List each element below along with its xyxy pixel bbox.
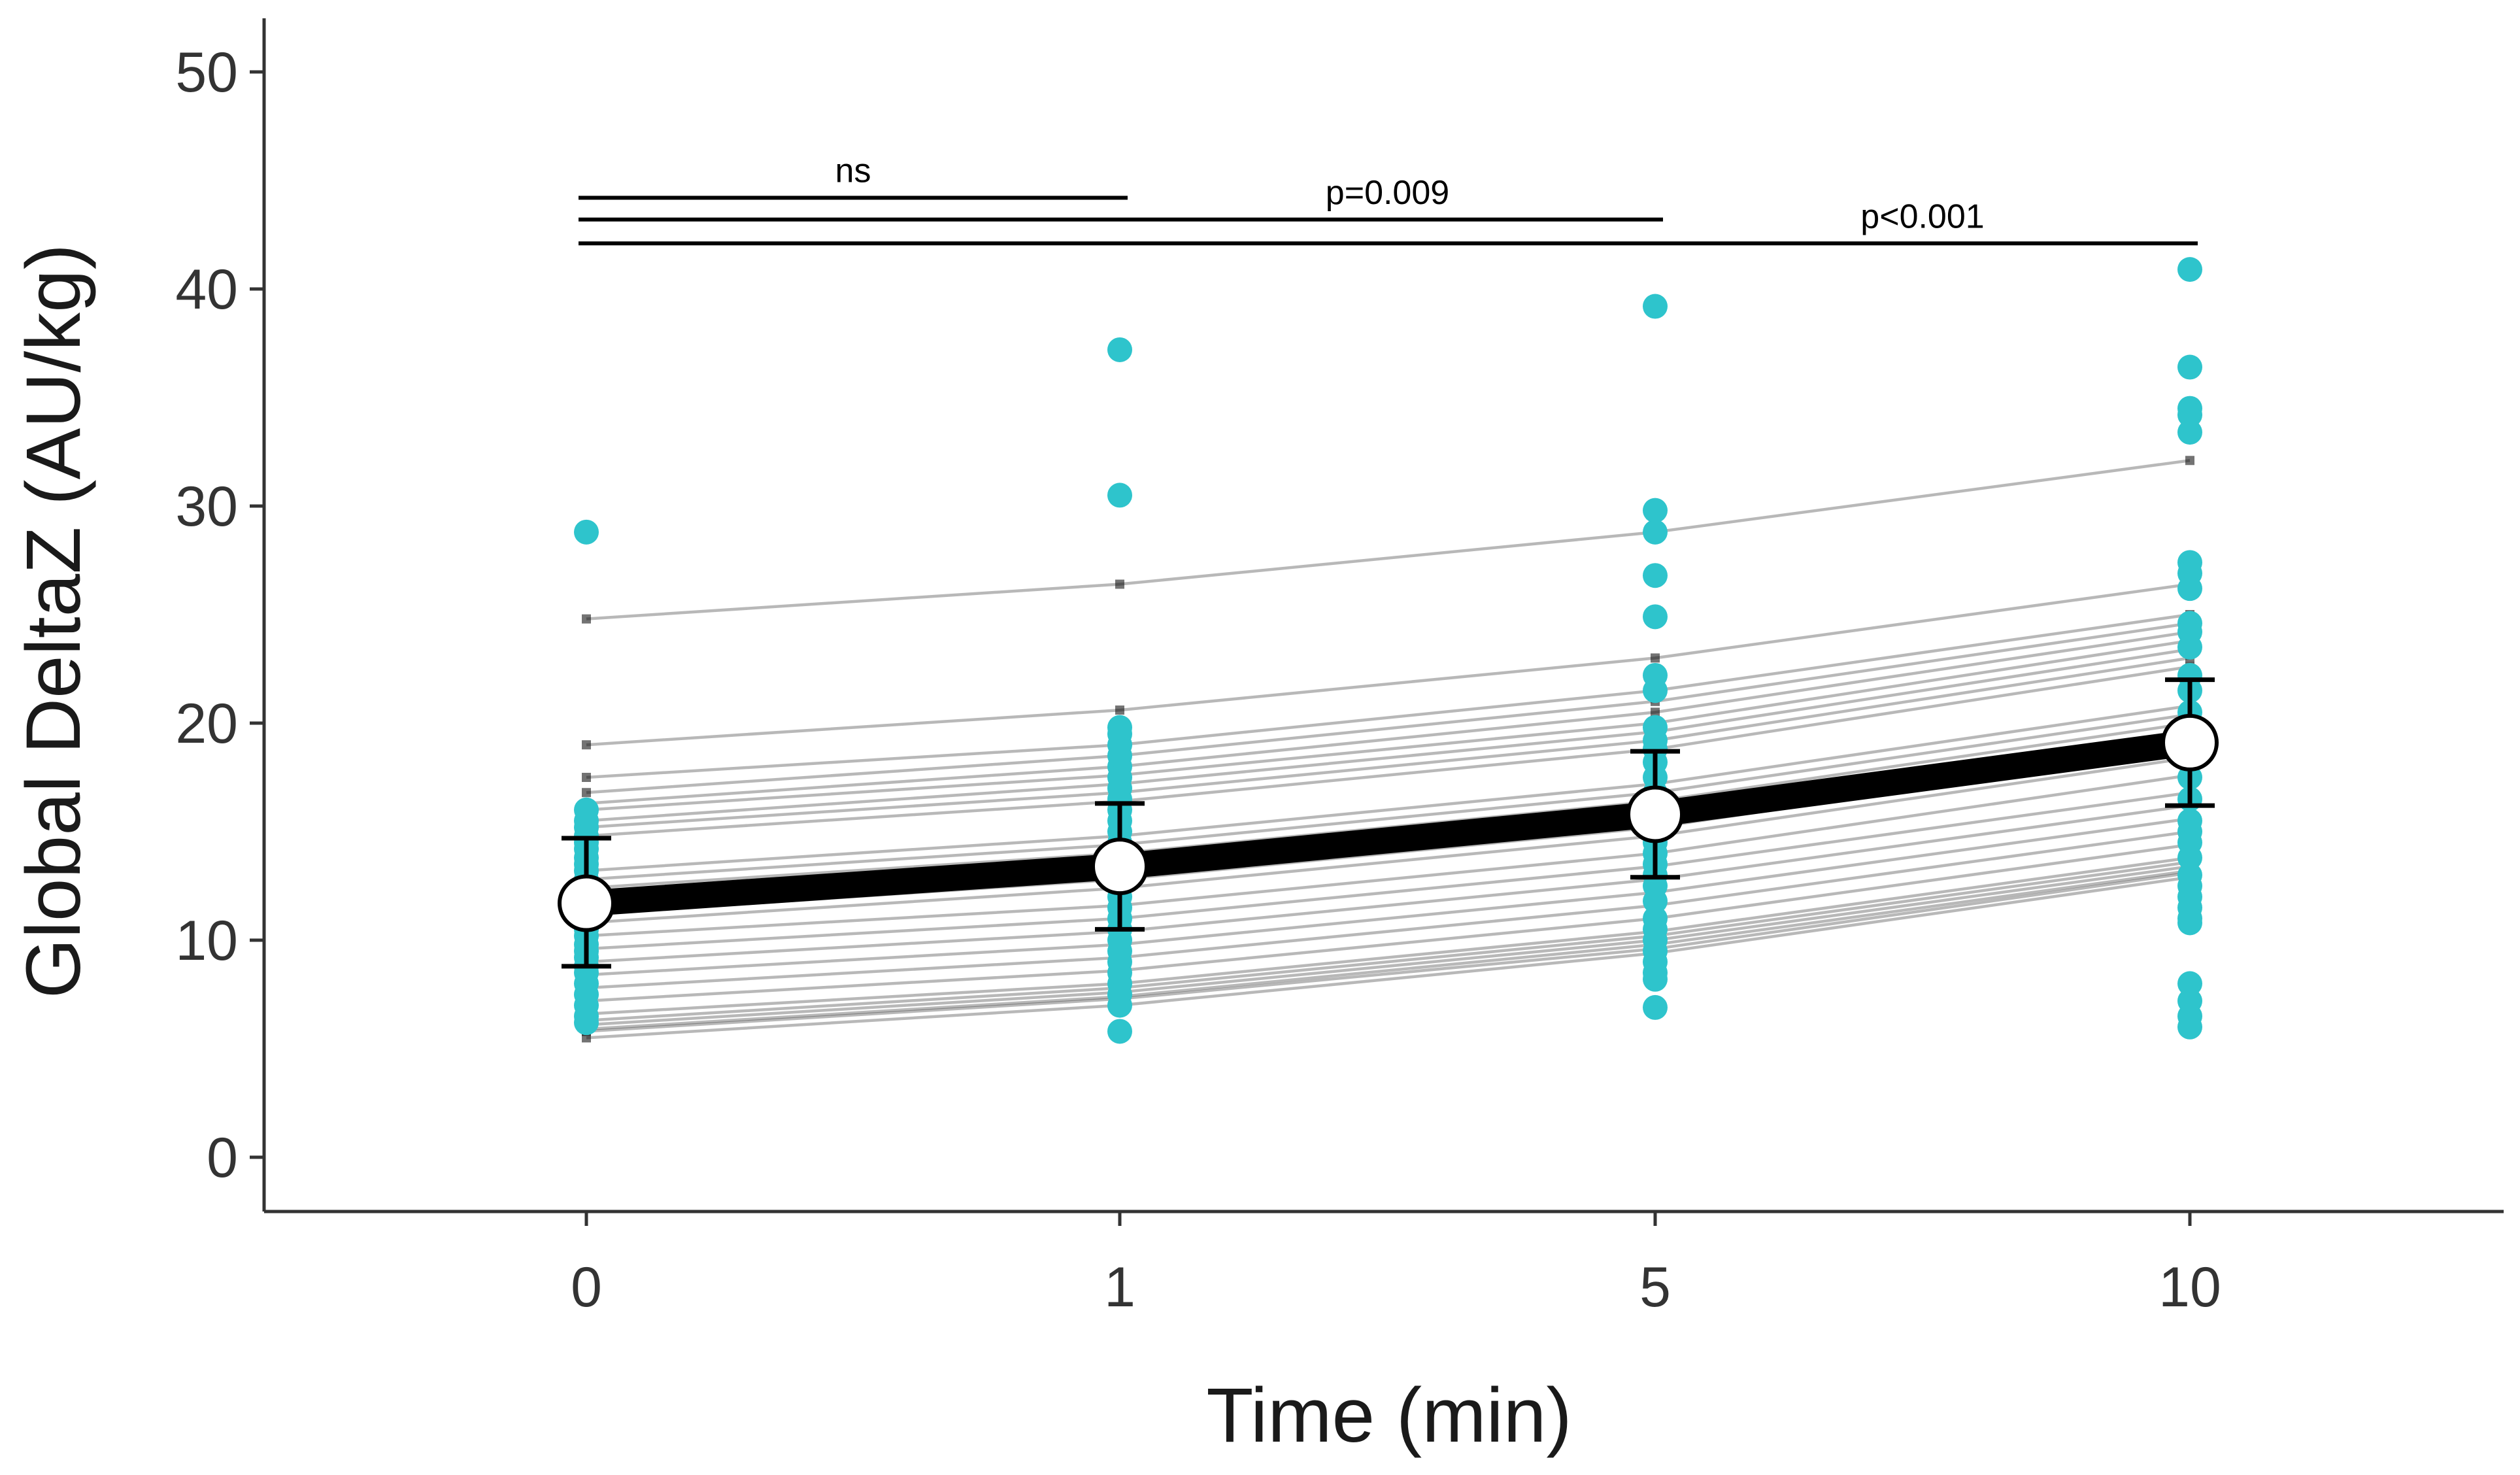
subject-line: [586, 647, 2191, 822]
raw-point: [2177, 1014, 2202, 1040]
raw-point: [1643, 966, 1668, 992]
subject-line: [586, 864, 2191, 1026]
x-tick-label: 10: [2159, 1256, 2221, 1319]
subject-line: [586, 860, 2191, 1023]
subject-line: [586, 843, 2191, 1003]
y-ticks: 0 10 20 30 40 50: [175, 41, 264, 1189]
significance-label: ns: [835, 152, 871, 190]
raw-point: [574, 519, 599, 545]
raw-point: [2177, 576, 2202, 602]
mean-point: [558, 874, 615, 932]
subject-point: [582, 614, 591, 624]
y-tick-label: 20: [175, 692, 238, 755]
significance-label: p=0.009: [1326, 174, 1449, 212]
subject-line: [586, 773, 2191, 938]
subject-line: [586, 869, 2191, 1031]
subject-line: [586, 639, 2191, 812]
y-tick-label: 10: [175, 909, 238, 972]
mean-point: [2161, 713, 2219, 771]
subject-line: [586, 817, 2191, 977]
raw-point: [2177, 910, 2202, 936]
subject-line: [586, 459, 2191, 620]
x-tick-label: 5: [1639, 1256, 1671, 1319]
subject-line: [586, 791, 2191, 951]
y-tick-label: 30: [175, 475, 238, 538]
mean-point: [1091, 838, 1149, 896]
subject-point: [582, 1033, 591, 1043]
raw-point: [2177, 845, 2202, 870]
subject-line: [586, 613, 2191, 779]
subject-line: [586, 875, 2191, 1040]
raw-point: [1643, 994, 1668, 1020]
raw-point: [1643, 294, 1668, 319]
raw-point: [1643, 498, 1668, 523]
raw-points: [574, 257, 2202, 1044]
subject-line: [586, 871, 2191, 1033]
significance-annotations: ns p=0.009 p<0.001: [579, 152, 2198, 246]
subject-point: [582, 773, 591, 782]
subject-line: [586, 622, 2191, 794]
y-tick-label: 50: [175, 41, 238, 104]
mean-point: [1626, 785, 1684, 843]
axes: [262, 18, 2504, 1213]
subject-line: [586, 656, 2191, 829]
subject-line: [586, 804, 2191, 964]
raw-point: [2177, 634, 2202, 660]
x-tick-label: 0: [571, 1256, 602, 1319]
raw-point: [574, 1010, 599, 1036]
subject-point: [1115, 579, 1124, 589]
subject-line: [586, 756, 2191, 924]
subject-line: [586, 830, 2191, 990]
subject-line: [586, 583, 2191, 747]
raw-point: [1107, 483, 1132, 508]
raw-point: [2177, 971, 2202, 996]
mean-line: [573, 729, 2203, 917]
raw-point: [1643, 604, 1668, 630]
raw-point: [2177, 257, 2202, 282]
mean-group: [558, 677, 2219, 969]
subject-line: [586, 665, 2191, 838]
subject-point: [1115, 705, 1124, 715]
x-ticks: 0 1 5 10: [571, 1212, 2221, 1319]
subject-point: [1651, 707, 1660, 717]
significance-label: p<0.001: [1860, 197, 1984, 235]
x-axis-title: Time (min): [1206, 1372, 1571, 1459]
y-tick-label: 40: [175, 258, 238, 321]
y-axis-title: Global DeltaZ (AU/kg): [10, 244, 97, 998]
subject-point: [2185, 456, 2194, 466]
raw-point: [1643, 519, 1668, 545]
raw-point: [1643, 889, 1668, 914]
raw-point: [1107, 337, 1132, 362]
raw-point: [1107, 992, 1132, 1018]
subject-line: [586, 630, 2191, 805]
x-tick-label: 1: [1104, 1256, 1135, 1319]
raw-point: [1643, 678, 1668, 704]
raw-point: [2177, 402, 2202, 428]
raw-point: [2177, 420, 2202, 445]
raw-point: [2177, 354, 2202, 380]
y-tick-label: 0: [207, 1127, 238, 1189]
raw-point: [1107, 1019, 1132, 1044]
subject-lines: [582, 456, 2194, 1043]
subject-line: [586, 713, 2191, 881]
raw-point: [1643, 563, 1668, 588]
subject-line: [586, 704, 2191, 873]
subject-point: [582, 788, 591, 798]
subject-point: [582, 740, 591, 750]
subject-point: [1651, 653, 1660, 663]
subject-line: [586, 856, 2191, 1016]
